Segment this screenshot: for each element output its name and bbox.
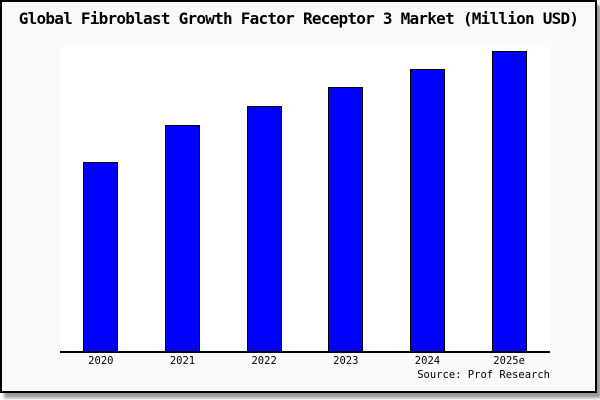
source-attribution: Source: Prof Research — [417, 369, 550, 381]
plot-area — [60, 47, 550, 353]
x-tick-label-2020: 2020 — [88, 355, 114, 367]
x-tick-label-2025e: 2025e — [493, 355, 525, 367]
bar-2021 — [164, 125, 200, 351]
x-axis-labels: 2020 2021 2022 2023 2024 2025e — [60, 355, 550, 367]
x-tick-label-2022: 2022 — [251, 355, 277, 367]
chart-card: Global Fibroblast Growth Factor Receptor… — [0, 0, 597, 393]
x-tick-label-2021: 2021 — [169, 355, 196, 367]
bar-2025e — [491, 50, 527, 351]
bar-2023 — [328, 87, 364, 351]
bar-2020 — [83, 161, 119, 351]
bar-2022 — [246, 105, 282, 351]
x-tick-label-2023: 2023 — [333, 355, 359, 367]
chart-title: Global Fibroblast Growth Factor Receptor… — [18, 9, 579, 28]
x-tick-label-2024: 2024 — [414, 355, 441, 367]
bars-row — [60, 47, 550, 351]
bar-2024 — [409, 68, 445, 351]
